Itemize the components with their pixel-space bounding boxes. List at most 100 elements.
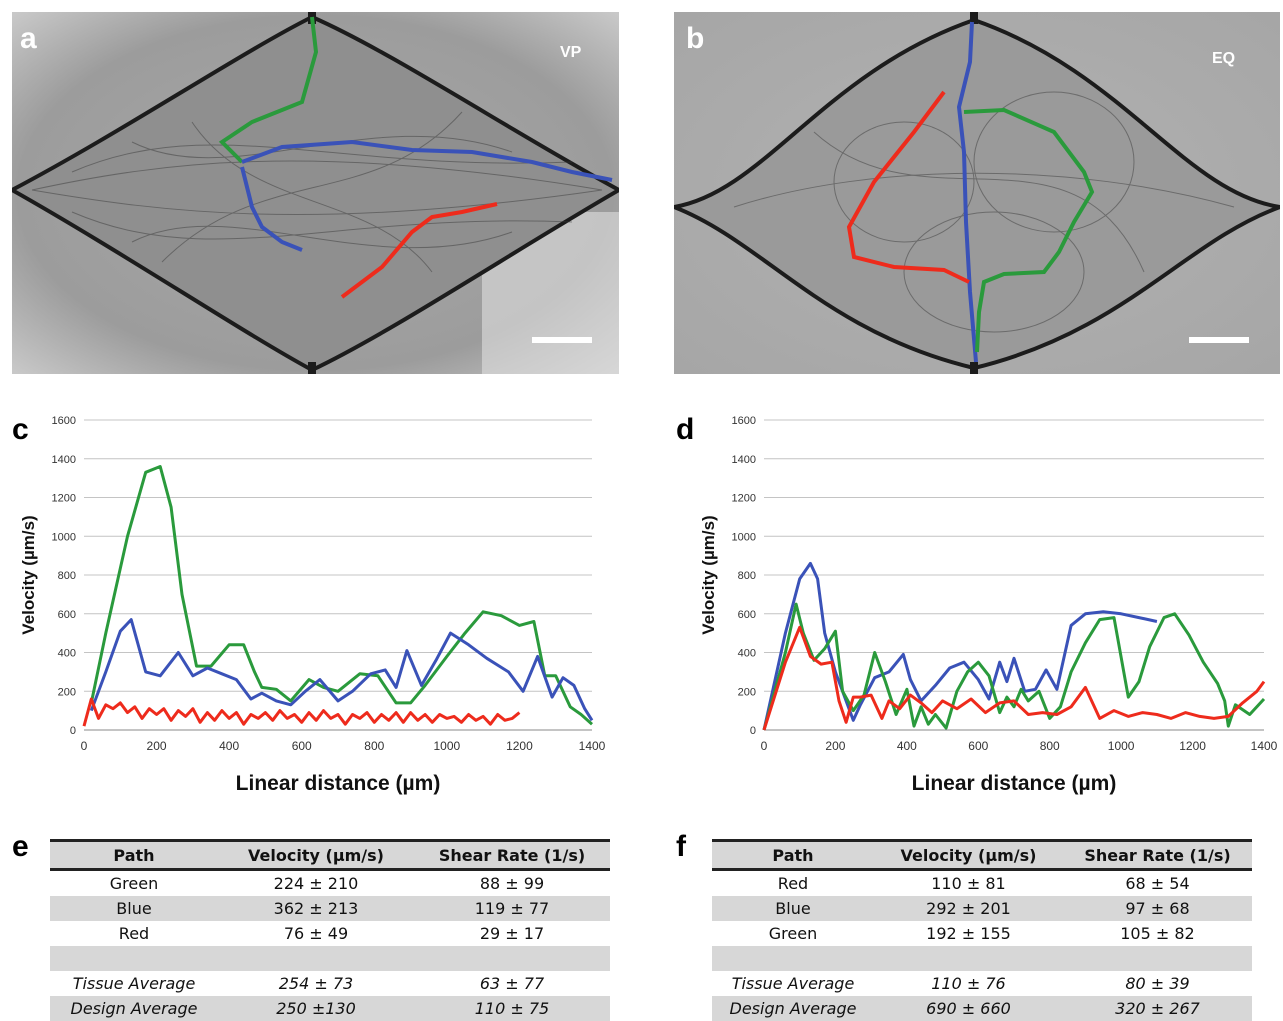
table-e: Path Velocity (µm/s) Shear Rate (1/s) Green… — [50, 839, 610, 1021]
table-cell: 250 ±130 — [276, 999, 356, 1018]
table-row: Blue 292 ± 201 97 ± 68 — [712, 896, 1252, 921]
x-tick-label: 200 — [825, 739, 845, 753]
table-f: Path Velocity (µm/s) Shear Rate (1/s) Red 11… — [712, 839, 1252, 1021]
table-cell: 110 ± 81 — [931, 874, 1006, 893]
table-header: Path Velocity (µm/s) Shear Rate (1/s) — [50, 839, 610, 871]
table-cell: Blue — [775, 899, 811, 918]
y-tick-label: 0 — [70, 725, 76, 737]
series-line-blue — [89, 618, 594, 722]
table-row: Design Average 250 ±130 110 ± 75 — [50, 996, 610, 1021]
table-cell: Blue — [116, 899, 152, 918]
table-header: Path Velocity (µm/s) Shear Rate (1/s) — [712, 839, 1252, 871]
y-tick-label: 200 — [58, 686, 76, 698]
y-tick-label: 1600 — [732, 415, 756, 427]
x-tick-label: 400 — [219, 739, 239, 753]
y-tick-label: 800 — [58, 570, 76, 582]
table-row — [50, 946, 610, 971]
table-cell: 320 ± 267 — [1115, 999, 1200, 1018]
series-line-green — [89, 465, 593, 726]
panel-a-tag: VP — [560, 44, 582, 61]
y-tick-label: 400 — [738, 648, 756, 660]
table-row: Green 192 ± 155 105 ± 82 — [712, 921, 1252, 946]
panel-a-label: a — [20, 22, 37, 55]
y-axis-label: Velocity (µm/s) — [19, 515, 38, 634]
y-tick-label: 1400 — [732, 454, 756, 466]
table-cell: Tissue Average — [731, 974, 855, 993]
x-axis-label: Linear distance (µm) — [236, 772, 441, 795]
header-cell: Path — [772, 845, 814, 865]
panel-f-label: f — [676, 830, 686, 863]
table-cell: Green — [768, 924, 818, 943]
table-cell: Red — [777, 874, 809, 893]
table-row: Red 76 ± 49 29 ± 17 — [50, 921, 610, 946]
table-row: Green 224 ± 210 88 ± 99 — [50, 871, 610, 896]
x-tick-label: 600 — [292, 739, 312, 753]
table-cell: 254 ± 73 — [278, 974, 354, 993]
y-tick-label: 800 — [738, 570, 756, 582]
table-cell: 119 ± 77 — [474, 899, 550, 918]
table-cell: 110 ± 75 — [474, 999, 550, 1018]
y-axis-label: Velocity (µm/s) — [699, 515, 718, 634]
micrograph-a — [12, 12, 619, 374]
table-cell: 224 ± 210 — [273, 874, 359, 893]
y-tick-label: 200 — [738, 686, 756, 698]
table-row — [712, 946, 1252, 971]
header-cell: Shear Rate (1/s) — [438, 845, 586, 865]
header-cell: Shear Rate (1/s) — [1084, 845, 1231, 865]
table-row: Tissue Average 254 ± 73 63 ± 77 — [50, 971, 610, 996]
x-tick-label: 1400 — [579, 739, 606, 753]
table-cell: Red — [118, 924, 150, 943]
x-tick-label: 400 — [897, 739, 917, 753]
y-tick-label: 1000 — [732, 531, 756, 543]
x-tick-label: 1200 — [1179, 739, 1206, 753]
x-tick-label: 0 — [761, 739, 768, 753]
x-tick-label: 600 — [968, 739, 988, 753]
x-tick-label: 1000 — [1108, 739, 1135, 753]
table-row: Design Average 690 ± 660 320 ± 267 — [712, 996, 1252, 1021]
table-row: Blue 362 ± 213 119 ± 77 — [50, 896, 610, 921]
table-cell: 690 ± 660 — [926, 999, 1011, 1018]
x-tick-label: 800 — [364, 739, 384, 753]
velocity-chart-c: 0 200 400 600 800 1000 1200 1400 1600 0 200 400 600 8… — [19, 415, 606, 795]
table-cell: Tissue Average — [72, 974, 196, 993]
series-line-green — [762, 602, 1266, 731]
y-tick-label: 0 — [750, 725, 756, 737]
table-cell: 68 ± 54 — [1125, 874, 1190, 893]
x-tick-label: 0 — [81, 739, 88, 753]
table-cell: 80 ± 39 — [1125, 974, 1190, 993]
table-cell: 292 ± 201 — [926, 899, 1011, 918]
panel-c-label: c — [12, 413, 29, 446]
y-tick-label: 1400 — [52, 454, 76, 466]
table-cell: 88 ± 99 — [479, 874, 545, 893]
table-cell: 192 ± 155 — [926, 924, 1011, 943]
y-tick-label: 1200 — [52, 493, 76, 505]
velocity-chart-d: 0 200 400 600 800 1000 1200 1400 1600 0 200 400 600 8… — [699, 415, 1278, 795]
table-cell: Design Average — [729, 999, 857, 1018]
table-row: Red 110 ± 81 68 ± 54 — [712, 871, 1252, 896]
header-cell: Velocity (µm/s) — [248, 845, 384, 865]
table-row: Tissue Average 110 ± 76 80 ± 39 — [712, 971, 1252, 996]
x-tick-label: 1400 — [1251, 739, 1278, 753]
x-tick-label: 1200 — [506, 739, 533, 753]
y-tick-label: 1600 — [52, 415, 76, 427]
y-tick-label: 600 — [58, 609, 76, 621]
panel-e-label: e — [12, 830, 29, 863]
table-cell: 362 ± 213 — [273, 899, 359, 918]
x-tick-label: 200 — [147, 739, 167, 753]
table-cell: 105 ± 82 — [1120, 924, 1195, 943]
y-tick-label: 600 — [738, 609, 756, 621]
series-line-blue — [762, 561, 1158, 731]
panel-d-label: d — [676, 413, 695, 446]
table-cell: 29 ± 17 — [479, 924, 545, 943]
table-cell: 97 ± 68 — [1125, 899, 1190, 918]
y-tick-label: 1200 — [732, 493, 756, 505]
micrograph-b — [674, 12, 1280, 374]
header-cell: Velocity (µm/s) — [900, 845, 1037, 865]
y-tick-label: 1000 — [52, 531, 76, 543]
y-tick-label: 400 — [58, 648, 76, 660]
table-cell: 63 ± 77 — [479, 974, 545, 993]
x-tick-label: 1000 — [434, 739, 461, 753]
panel-b-tag: EQ — [1212, 50, 1236, 67]
table-cell: Green — [109, 874, 159, 893]
header-cell: Path — [113, 845, 155, 865]
